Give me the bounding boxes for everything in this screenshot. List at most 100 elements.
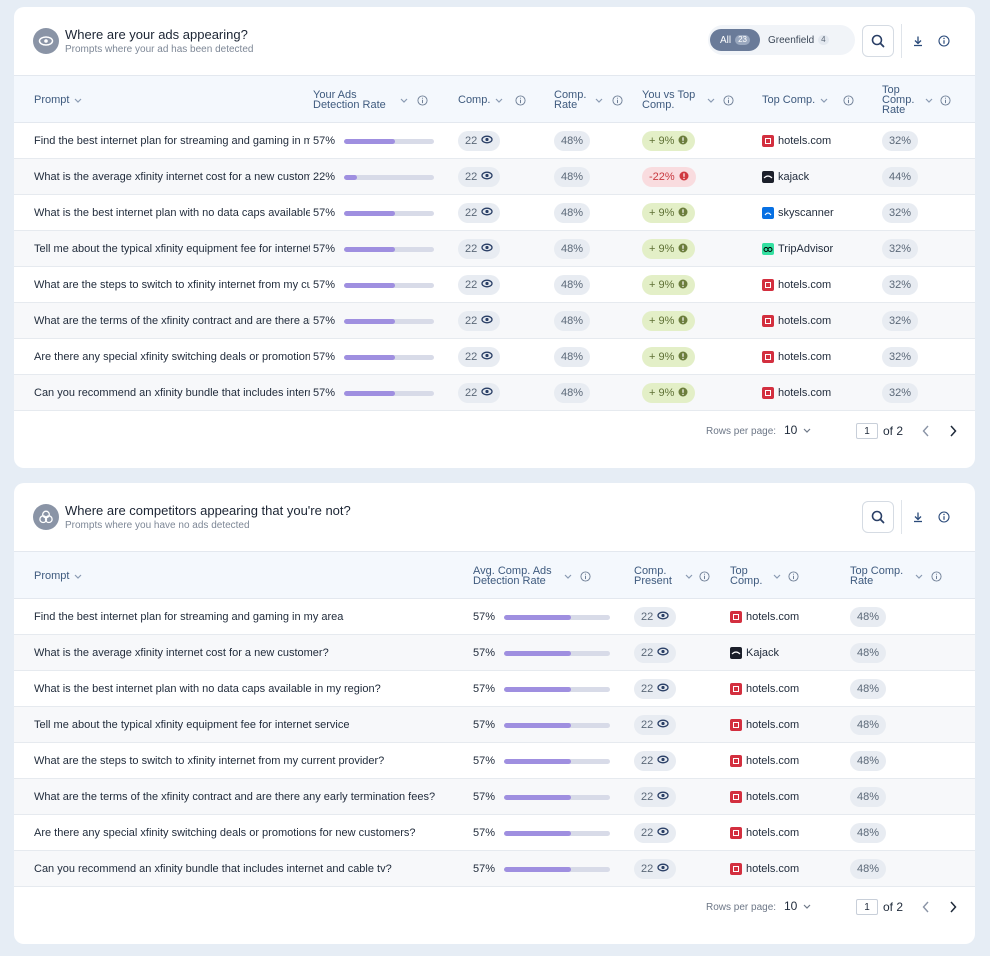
chevron-left-icon[interactable] — [918, 899, 934, 915]
top-comp-brand[interactable]: hotels.com — [730, 863, 799, 875]
top-comp-brand[interactable]: hotels.com — [762, 315, 831, 327]
info-icon[interactable] — [612, 76, 623, 124]
table-row[interactable]: Find the best internet plan for streamin… — [14, 599, 975, 635]
table-row[interactable]: Can you recommend an xfinity bundle that… — [14, 375, 975, 411]
info-icon[interactable] — [699, 552, 710, 600]
top-comp-brand[interactable]: Kajack — [730, 647, 779, 659]
top-comp-brand[interactable]: hotels.com — [762, 387, 831, 399]
col-top-comp[interactable]: Top Comp. — [730, 552, 781, 600]
table-row[interactable]: What is the average xfinity internet cos… — [14, 159, 975, 195]
col-avg-detection-rate[interactable]: Avg. Comp. Ads Detection Rate — [473, 552, 572, 600]
top-comp-name: hotels.com — [746, 755, 800, 767]
col-top-comp-rate[interactable]: Top Comp. Rate — [850, 552, 923, 600]
top-comp-brand[interactable]: TripAdvisor — [762, 243, 833, 255]
comp-present-badge[interactable]: 22 — [634, 751, 677, 771]
col-prompt[interactable]: Prompt — [34, 76, 82, 124]
comp-count-badge[interactable]: 22 — [458, 203, 501, 223]
comp-present-cell: 22 — [634, 671, 677, 707]
top-comp-brand[interactable]: hotels.com — [762, 279, 831, 291]
rows-per-page-select[interactable]: 10 — [784, 423, 811, 437]
col-detection-rate[interactable]: Your Ads Detection Rate — [313, 76, 408, 124]
chevron-right-icon[interactable] — [945, 423, 961, 439]
detection-rate-cell: 57% — [313, 339, 335, 375]
comp-present-badge[interactable]: 22 — [634, 787, 677, 807]
top-comp-brand[interactable]: hotels.com — [730, 719, 799, 731]
top-comp-brand[interactable]: hotels.com — [730, 755, 799, 767]
top-comp-cell: hotels.com — [730, 779, 799, 815]
table-row[interactable]: What are the steps to switch to xfinity … — [14, 267, 975, 303]
prompt-text: Find the best internet plan for streamin… — [34, 611, 344, 623]
top-comp-rate-value: 48% — [857, 647, 880, 659]
comp-count-badge[interactable]: 22 — [458, 131, 501, 151]
search-button[interactable] — [862, 501, 894, 533]
col-top-comp-rate[interactable]: Top Comp. Rate — [882, 76, 933, 124]
hotels-logo-icon — [730, 719, 742, 731]
info-icon[interactable] — [936, 509, 952, 525]
comp-count-badge[interactable]: 22 — [458, 347, 501, 367]
page-input[interactable]: 1 — [856, 423, 878, 439]
info-icon[interactable] — [843, 76, 854, 124]
top-comp-brand[interactable]: hotels.com — [730, 827, 799, 839]
table-row[interactable]: Find the best internet plan for streamin… — [14, 123, 975, 159]
comp-present-badge[interactable]: 22 — [634, 859, 677, 879]
comp-count-badge[interactable]: 22 — [458, 167, 501, 187]
table-row[interactable]: What is the best internet plan with no d… — [14, 671, 975, 707]
table-row[interactable]: What is the average xfinity internet cos… — [14, 635, 975, 671]
comp-count-badge[interactable]: 22 — [458, 383, 501, 403]
top-comp-brand[interactable]: skyscanner — [762, 207, 834, 219]
top-comp-brand[interactable]: hotels.com — [762, 135, 831, 147]
divider — [901, 500, 902, 534]
filter-all-button[interactable]: All 23 — [710, 29, 760, 51]
search-button[interactable] — [862, 25, 894, 57]
info-icon[interactable] — [515, 76, 526, 124]
col-prompt[interactable]: Prompt — [34, 552, 82, 600]
top-comp-brand[interactable]: kajack — [762, 171, 809, 183]
download-icon[interactable] — [910, 509, 926, 525]
comp-count-badge[interactable]: 22 — [458, 275, 501, 295]
info-icon[interactable] — [580, 552, 591, 600]
download-icon[interactable] — [910, 33, 926, 49]
top-comp-brand[interactable]: hotels.com — [730, 791, 799, 803]
comp-present-badge[interactable]: 22 — [634, 823, 677, 843]
col-comp-rate[interactable]: Comp. Rate — [554, 76, 603, 124]
you-vs-top-badge: + 9% — [642, 131, 696, 151]
top-comp-rate-badge: 48% — [850, 787, 887, 807]
comp-count-badge[interactable]: 22 — [458, 239, 501, 259]
comp-present-badge[interactable]: 22 — [634, 679, 677, 699]
chevron-down-icon — [595, 98, 603, 103]
hotels-logo-icon — [762, 351, 774, 363]
rows-per-page-select[interactable]: 10 — [784, 899, 811, 913]
info-icon[interactable] — [936, 33, 952, 49]
top-comp-brand[interactable]: hotels.com — [730, 683, 799, 695]
table-row[interactable]: Are there any special xfinity switching … — [14, 815, 975, 851]
info-icon[interactable] — [417, 76, 428, 124]
chevron-left-icon[interactable] — [918, 423, 934, 439]
info-icon[interactable] — [931, 552, 942, 600]
col-top-comp[interactable]: Top Comp. — [762, 76, 828, 124]
info-icon[interactable] — [723, 76, 734, 124]
table-row[interactable]: What are the terms of the xfinity contra… — [14, 303, 975, 339]
table-row[interactable]: Tell me about the typical xfinity equipm… — [14, 231, 975, 267]
col-comp[interactable]: Comp. — [458, 76, 503, 124]
comp-count-badge[interactable]: 22 — [458, 311, 501, 331]
table-row[interactable]: Tell me about the typical xfinity equipm… — [14, 707, 975, 743]
table-row[interactable]: Are there any special xfinity switching … — [14, 339, 975, 375]
page-input[interactable]: 1 — [856, 899, 878, 915]
table-row[interactable]: What is the best internet plan with no d… — [14, 195, 975, 231]
chevron-down-icon — [820, 98, 828, 103]
comp-present-badge[interactable]: 22 — [634, 715, 677, 735]
info-icon[interactable] — [788, 552, 799, 600]
comp-present-badge[interactable]: 22 — [634, 607, 677, 627]
table-row[interactable]: Can you recommend an xfinity bundle that… — [14, 851, 975, 887]
top-comp-brand[interactable]: hotels.com — [762, 351, 831, 363]
filter-greenfield-button[interactable]: Greenfield 4 — [768, 29, 829, 51]
table-row[interactable]: What are the terms of the xfinity contra… — [14, 779, 975, 815]
col-comp-present[interactable]: Comp. Present — [634, 552, 693, 600]
col-you-vs-top[interactable]: You vs Top Comp. — [642, 76, 715, 124]
table-row[interactable]: What are the steps to switch to xfinity … — [14, 743, 975, 779]
comp-present-badge[interactable]: 22 — [634, 643, 677, 663]
you-vs-top-badge: -22% — [642, 167, 696, 187]
chevron-right-icon[interactable] — [945, 899, 961, 915]
top-comp-brand[interactable]: hotels.com — [730, 611, 799, 623]
info-icon[interactable] — [940, 76, 951, 124]
